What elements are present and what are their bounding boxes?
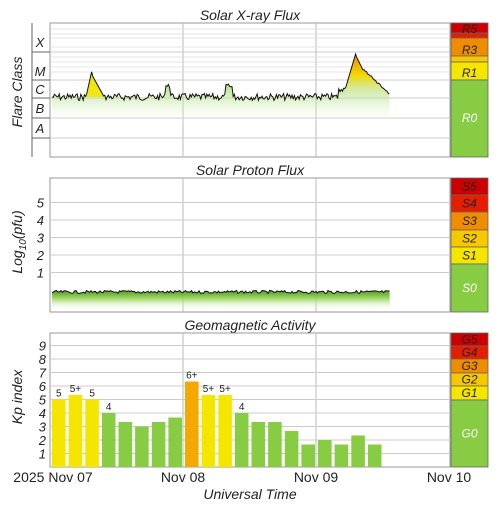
- scale-label-s1: S1: [462, 249, 477, 263]
- kp-bar-label: 5: [56, 389, 62, 400]
- kp-bar: [268, 422, 282, 467]
- proton-y-tick: 5: [37, 196, 45, 211]
- x-axis-label: Universal Time: [203, 486, 296, 502]
- kp-y-tick: 9: [39, 339, 46, 354]
- kp-bar-label: 4: [106, 402, 112, 413]
- kp-bar-label: 4: [239, 402, 245, 413]
- x-tick-2: Nov 09: [294, 469, 339, 485]
- scale-label-g2: G2: [461, 373, 477, 387]
- xray-series: [51, 52, 390, 125]
- scale-label-s5: S5: [462, 180, 477, 194]
- xray-fill: [52, 54, 390, 125]
- x-tick-3: Nov 10: [427, 469, 472, 485]
- kp-bar: [251, 422, 266, 467]
- proton-plot-area: [49, 177, 451, 313]
- scale-label-g5: G5: [461, 333, 477, 347]
- kp-bar: [318, 440, 332, 467]
- kp-bar: [185, 381, 199, 467]
- proton-y-tick: 1: [37, 266, 44, 281]
- proton-y-tick: 4: [37, 213, 44, 228]
- flare-highlight: [345, 54, 385, 97]
- scale-cell-g0: [450, 399, 489, 468]
- flare-class-m: M: [35, 64, 46, 79]
- kp-bar: [351, 435, 365, 467]
- scale-label-s4: S4: [462, 197, 477, 211]
- geomag-ylabel: Kp index: [9, 369, 25, 424]
- proton-y-tick: 2: [36, 248, 45, 263]
- flare-class-c: C: [35, 82, 45, 97]
- kp-y-tick: 2: [38, 433, 47, 448]
- kp-bar: [68, 395, 83, 467]
- kp-y-tick: 5: [39, 393, 47, 408]
- proton-title: Solar Proton Flux: [196, 162, 305, 178]
- proton-ylabel: Log10(pfu): [9, 210, 29, 273]
- kp-bar-label: 5+: [219, 384, 231, 395]
- scale-label-s3: S3: [462, 214, 477, 228]
- xray-plot-area: [49, 22, 451, 158]
- kp-bar: [118, 422, 133, 467]
- xray-ylabel: Flare Class: [9, 57, 25, 128]
- scale-label-g3: G3: [461, 359, 477, 373]
- kp-bar-label: 5+: [203, 384, 215, 395]
- kp-bar: [168, 417, 182, 467]
- x-tick-0: 2025 Nov 07: [13, 469, 93, 485]
- scale-label-g1: G1: [461, 386, 477, 400]
- xray-scale-r1: R1: [462, 66, 477, 80]
- flare-class-x: X: [35, 35, 46, 50]
- kp-y-tick: 6: [39, 379, 47, 394]
- kp-bar: [301, 444, 315, 467]
- kp-bar-label: 5: [89, 389, 95, 400]
- kp-bar: [151, 422, 166, 467]
- kp-bar: [284, 431, 299, 467]
- scale-label-g0: G0: [461, 427, 477, 441]
- kp-bar: [201, 395, 216, 467]
- kp-bar: [101, 413, 116, 467]
- scale-cell-s0: [450, 263, 489, 313]
- proton-flux-line: [51, 289, 390, 295]
- kp-bar: [135, 426, 149, 467]
- kp-bars: 5 5+ 546+5+ 5+4: [52, 371, 382, 467]
- proton-fill: [52, 290, 390, 310]
- kp-bar: [334, 444, 349, 467]
- kp-bar-label: 6+: [186, 371, 198, 382]
- scale-label-s0: S0: [462, 281, 477, 295]
- kp-y-tick: 3: [39, 420, 47, 435]
- kp-y-tick: 1: [39, 447, 46, 462]
- flare-highlight: [85, 71, 105, 97]
- kp-bar: [52, 399, 66, 467]
- xray-flux-line: [51, 52, 390, 103]
- kp-bar: [218, 395, 232, 467]
- kp-bar: [367, 444, 382, 467]
- kp-bar-label: 5+: [70, 384, 82, 395]
- xray-scale-r3: R3: [462, 43, 478, 57]
- xray-scale-r5: R5: [462, 22, 478, 36]
- xray-scale-cell: [450, 79, 489, 158]
- proton-series: [51, 289, 390, 310]
- x-tick-1: Nov 08: [161, 469, 206, 485]
- kp-y-tick: 8: [39, 352, 47, 367]
- flare-class-a: A: [35, 121, 45, 136]
- kp-bar: [234, 413, 249, 467]
- xray-scale-r0: R0: [462, 111, 478, 125]
- kp-bar: [85, 399, 99, 467]
- flare-class-b: B: [36, 101, 45, 116]
- scale-label-s2: S2: [462, 232, 477, 246]
- geomag-title: Geomagnetic Activity: [185, 317, 317, 333]
- proton-y-tick: 3: [37, 231, 45, 246]
- xray-title: Solar X-ray Flux: [200, 7, 301, 23]
- kp-y-tick: 7: [39, 366, 47, 381]
- kp-y-tick: 4: [39, 406, 46, 421]
- scale-label-g4: G4: [461, 346, 477, 360]
